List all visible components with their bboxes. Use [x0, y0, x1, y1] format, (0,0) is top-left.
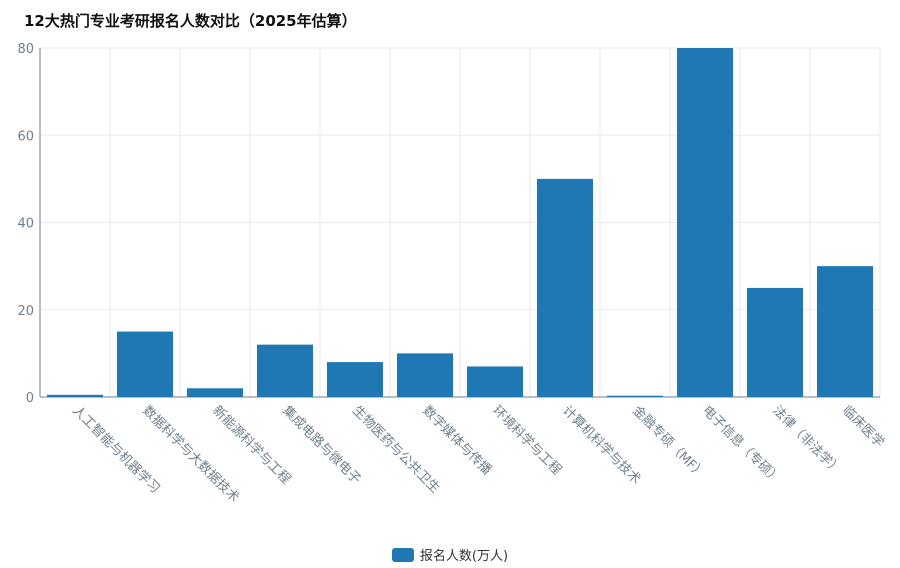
y-tick-label: 40	[17, 217, 34, 232]
bar[interactable]	[117, 331, 173, 397]
bars	[47, 48, 873, 397]
bar[interactable]	[187, 388, 243, 397]
chart-title: 12大热门专业考研报名人数对比（2025年估算）	[24, 12, 357, 30]
bar[interactable]	[537, 178, 593, 397]
y-tick-label: 80	[17, 42, 34, 57]
x-tick-label: 数字媒体与传播	[419, 403, 494, 478]
x-tick-label: 法律（非法学）	[769, 403, 845, 479]
grid-lines	[40, 47, 881, 397]
bar[interactable]	[817, 266, 873, 397]
x-tick-label: 临床医学	[839, 403, 887, 451]
y-tick-label: 0	[26, 391, 34, 406]
y-tick-label: 60	[17, 129, 34, 144]
y-tick-labels: 0 20 40 60 80	[17, 42, 34, 406]
bar[interactable]	[467, 366, 523, 397]
legend-swatch	[391, 547, 414, 562]
legend-label: 报名人数(万人)	[419, 549, 509, 564]
x-tick-label: 环境科学与工程	[489, 403, 565, 479]
bar[interactable]	[607, 395, 663, 397]
bar[interactable]	[47, 394, 103, 397]
legend[interactable]: 报名人数(万人)	[0, 545, 900, 564]
x-tick-labels: 人工智能与机器学习数据科学与大数据技术新能源科学与工程集成电路与微电子生物医药与…	[69, 403, 887, 506]
bar[interactable]	[257, 344, 313, 397]
bar[interactable]	[747, 287, 803, 397]
y-tick-label: 20	[17, 304, 34, 319]
bar[interactable]	[397, 353, 453, 397]
axes	[39, 48, 880, 398]
x-tick-label: 金融专硕（MF）	[629, 403, 709, 483]
bar[interactable]	[677, 48, 733, 397]
bar[interactable]	[327, 362, 383, 397]
